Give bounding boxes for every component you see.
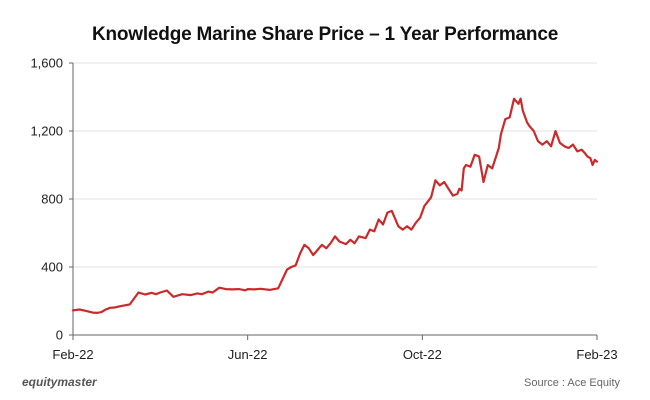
x-axis-tick-labels: Feb-22 Jun-22 Oct-22 Feb-23 bbox=[52, 347, 617, 362]
y-tick-label: 1,200 bbox=[30, 124, 63, 139]
y-tick-label: 1,600 bbox=[30, 56, 63, 71]
series-layer bbox=[71, 97, 599, 314]
grid-lines bbox=[73, 62, 597, 268]
x-tick-label: Jun-22 bbox=[228, 347, 268, 362]
brand-watermark: equitymaster bbox=[22, 375, 97, 389]
x-tick-label: Feb-23 bbox=[576, 347, 617, 362]
y-tick-label: 400 bbox=[41, 260, 63, 275]
y-tick-label: 0 bbox=[56, 328, 63, 343]
y-tick-label: 800 bbox=[41, 192, 63, 207]
series-line-0 bbox=[71, 97, 599, 314]
chart-title: Knowledge Marine Share Price – 1 Year Pe… bbox=[91, 24, 559, 45]
source-note: Source : Ace Equity bbox=[524, 377, 620, 389]
x-tick-label: Feb-22 bbox=[52, 347, 93, 362]
axes bbox=[69, 62, 598, 340]
y-axis-tick-labels: 0 400 800 1,200 1,600 bbox=[30, 56, 63, 343]
x-tick-label: Oct-22 bbox=[403, 347, 442, 362]
